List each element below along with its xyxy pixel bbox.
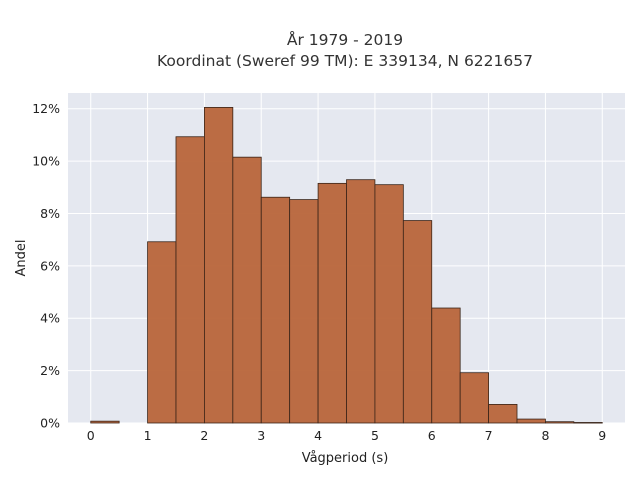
y-tick-label: 8% [40,206,60,221]
x-axis-ticks: 0 1 2 3 4 5 6 7 8 9 [87,428,607,443]
x-tick-label: 9 [598,428,606,443]
x-tick-label: 6 [428,428,436,443]
y-axis-ticks: 0% 2% 4% 6% 8% 10% 12% [32,101,60,430]
y-tick-label: 2% [40,363,60,378]
y-axis-label: Andel [14,240,29,277]
histogram-bar [317,182,347,424]
x-axis-label: Vågperiod (s) [302,451,389,466]
y-tick-label: 6% [40,258,60,273]
histogram-bar [260,196,291,424]
x-tick-label: 4 [314,428,322,443]
histogram-bar [516,418,546,424]
histogram-bar [90,420,120,424]
histogram-bar [459,372,489,424]
x-tick-label: 1 [144,428,152,443]
y-tick-label: 12% [32,101,60,116]
histogram-bar [374,184,404,424]
histogram-bar [204,107,234,424]
histogram-bar [147,241,177,424]
histogram-bar [289,199,319,424]
chart-subtitle: Koordinat (Sweref 99 TM): E 339134, N 62… [157,52,533,70]
histogram-bar [431,307,461,424]
histogram-bar [545,421,575,424]
x-tick-label: 0 [87,428,95,443]
x-tick-label: 2 [200,428,208,443]
x-tick-label: 3 [257,428,265,443]
histogram-bar [488,404,518,424]
histogram-bar [232,156,262,424]
histogram-bar [346,179,376,424]
x-tick-label: 7 [485,428,493,443]
x-tick-label: 5 [371,428,379,443]
y-tick-label: 10% [32,154,60,169]
histogram-bar [402,220,433,424]
x-tick-label: 8 [541,428,549,443]
y-tick-label: 4% [40,311,60,326]
histogram-bars [90,107,603,424]
chart-title: År 1979 - 2019 [287,30,403,49]
histogram-bar [175,136,205,424]
histogram-bar [573,422,603,424]
y-tick-label: 0% [40,416,60,431]
